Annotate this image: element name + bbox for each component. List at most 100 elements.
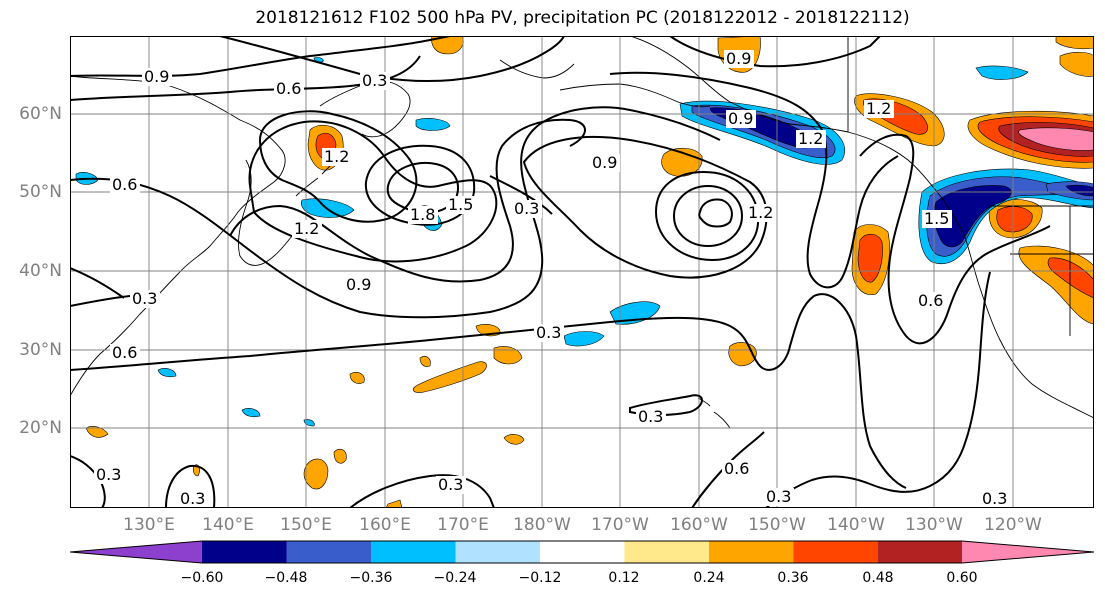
contour-label: 0.3 bbox=[132, 289, 157, 308]
lon-label-130e: 130°E bbox=[123, 515, 175, 535]
colorbar-tick-label: 0.36 bbox=[777, 570, 809, 586]
pv-contour-0.9-gyre bbox=[70, 106, 721, 319]
colorbar-cell bbox=[624, 541, 710, 563]
precip-positive-area bbox=[85, 426, 109, 438]
coastlines bbox=[70, 36, 1094, 429]
contour-label: 0.3 bbox=[982, 489, 1007, 508]
pv-contour-0.3-west bbox=[70, 295, 131, 307]
precip-negative-area bbox=[303, 419, 315, 427]
colorbar-cell bbox=[202, 541, 287, 563]
precip-negative-area bbox=[241, 408, 261, 418]
colorbar-tick-label: −0.48 bbox=[264, 570, 308, 586]
contour-label: 1.2 bbox=[798, 129, 823, 148]
contour-label: 0.3 bbox=[766, 487, 791, 506]
pv-contour-1.2-cut-off bbox=[248, 120, 498, 263]
colorbar-cell bbox=[286, 541, 372, 563]
pv-contour-1.5 bbox=[364, 144, 476, 226]
asia-coastline bbox=[70, 75, 286, 397]
gridlines bbox=[70, 36, 1094, 508]
pv-contours bbox=[70, 36, 1051, 508]
pv-contour-0.3-southeast bbox=[765, 271, 991, 508]
colorbar-tick-label: −0.12 bbox=[518, 570, 562, 586]
colorbar-cell bbox=[709, 541, 794, 563]
precip-negative-area bbox=[563, 331, 605, 347]
contour-label: 1.5 bbox=[924, 209, 949, 228]
kamchatka-coastline bbox=[319, 80, 411, 138]
map-frame bbox=[70, 36, 1094, 508]
contour-label: 0.3 bbox=[514, 199, 539, 218]
pv-contour-0.6-loop bbox=[258, 110, 418, 223]
contour-labels: 0.9 0.6 0.3 0.9 0.6 1.2 1.5 1.8 1.2 0.9 … bbox=[94, 49, 1010, 508]
contour-label: 0.6 bbox=[724, 459, 749, 478]
lon-label-170w: 170°W bbox=[591, 515, 649, 535]
lon-label-120w: 120°W bbox=[984, 515, 1042, 535]
precip-positive-area bbox=[419, 356, 431, 367]
precip-positive-area bbox=[385, 499, 403, 508]
lat-label-40n: 40°N bbox=[19, 261, 62, 281]
lat-label-20n: 20°N bbox=[19, 418, 62, 438]
pv-contour-0.3-sw-corner bbox=[165, 464, 216, 508]
lon-label-160w: 160°W bbox=[670, 515, 728, 535]
colorbar-cell bbox=[455, 541, 541, 563]
precip-positive-area bbox=[333, 448, 347, 464]
contour-label: 0.3 bbox=[180, 489, 205, 508]
pv-contour-0.3-hawaii bbox=[349, 474, 495, 508]
pv-contour-0.6-west bbox=[70, 267, 125, 299]
lon-label-130w: 130°W bbox=[905, 515, 963, 535]
na-west-coastline bbox=[963, 233, 1094, 419]
contour-label: 1.5 bbox=[448, 195, 473, 214]
lon-label-180w: 180°W bbox=[513, 515, 571, 535]
contour-label: 0.6 bbox=[918, 291, 943, 310]
colorbar-tick-label: −0.60 bbox=[180, 570, 224, 586]
contour-label: 0.6 bbox=[112, 175, 137, 194]
contour-label: 0.9 bbox=[728, 109, 753, 128]
colorbar-cell bbox=[371, 541, 456, 563]
colorbar-tick-label: 0.48 bbox=[862, 570, 894, 586]
lon-label-140e: 140°E bbox=[202, 515, 254, 535]
precip-positive-area bbox=[412, 361, 487, 393]
precip-positive-area bbox=[493, 346, 523, 365]
colorbar-cell bbox=[540, 541, 625, 563]
contour-label: 1.2 bbox=[748, 203, 773, 222]
precip-negative-area bbox=[415, 118, 451, 131]
pv-contour-1.5-east bbox=[672, 184, 744, 248]
contour-label: 0.3 bbox=[96, 465, 121, 484]
pv-contour-0.6 bbox=[70, 55, 421, 101]
precip-positive-area bbox=[857, 233, 883, 283]
precip-positive-area bbox=[1047, 257, 1094, 299]
colorbar-tick-label: −0.36 bbox=[349, 570, 393, 586]
lon-label-160e: 160°E bbox=[359, 515, 411, 535]
pv-contour-0.9-east bbox=[669, 36, 881, 68]
colorbar bbox=[70, 540, 1094, 564]
pv-contour-0.9 bbox=[70, 36, 451, 77]
contour-label: 0.9 bbox=[346, 275, 371, 294]
pv-contour-1.2-trough bbox=[609, 71, 899, 289]
precip-positive-area bbox=[303, 458, 329, 490]
contour-label: 1.2 bbox=[866, 99, 891, 118]
colorbar-tick-label: 0.24 bbox=[693, 570, 725, 586]
contour-label: 0.3 bbox=[638, 407, 663, 426]
precip-negative-area bbox=[609, 301, 661, 325]
contour-label: 0.9 bbox=[144, 67, 169, 86]
precip-negative-area bbox=[933, 185, 1012, 248]
pv-contour-0.3 bbox=[219, 36, 565, 83]
contour-label: 1.2 bbox=[324, 147, 349, 166]
precip-negative-area bbox=[1065, 184, 1094, 197]
colorbar-cell bbox=[70, 541, 202, 563]
map-background bbox=[70, 36, 1094, 508]
precip-positive-area bbox=[349, 372, 365, 384]
lat-label-30n: 30°N bbox=[19, 340, 62, 360]
precip-positive-area bbox=[1018, 127, 1094, 151]
lon-label-150e: 150°E bbox=[280, 515, 332, 535]
contour-label: 0.3 bbox=[438, 475, 463, 494]
colorbar-tick-label: 0.12 bbox=[608, 570, 640, 586]
contour-label: 0.3 bbox=[536, 323, 561, 342]
contour-label: 0.6 bbox=[112, 343, 137, 362]
precip-positive-area bbox=[1059, 51, 1094, 77]
contour-label: 0.9 bbox=[592, 153, 617, 172]
alaska-coastline bbox=[629, 36, 965, 235]
precip-negative-area bbox=[975, 65, 1029, 80]
colorbar-cell bbox=[962, 541, 1094, 563]
contour-label: 0.6 bbox=[276, 79, 301, 98]
pv-contour-0.6-trough bbox=[859, 133, 1051, 345]
